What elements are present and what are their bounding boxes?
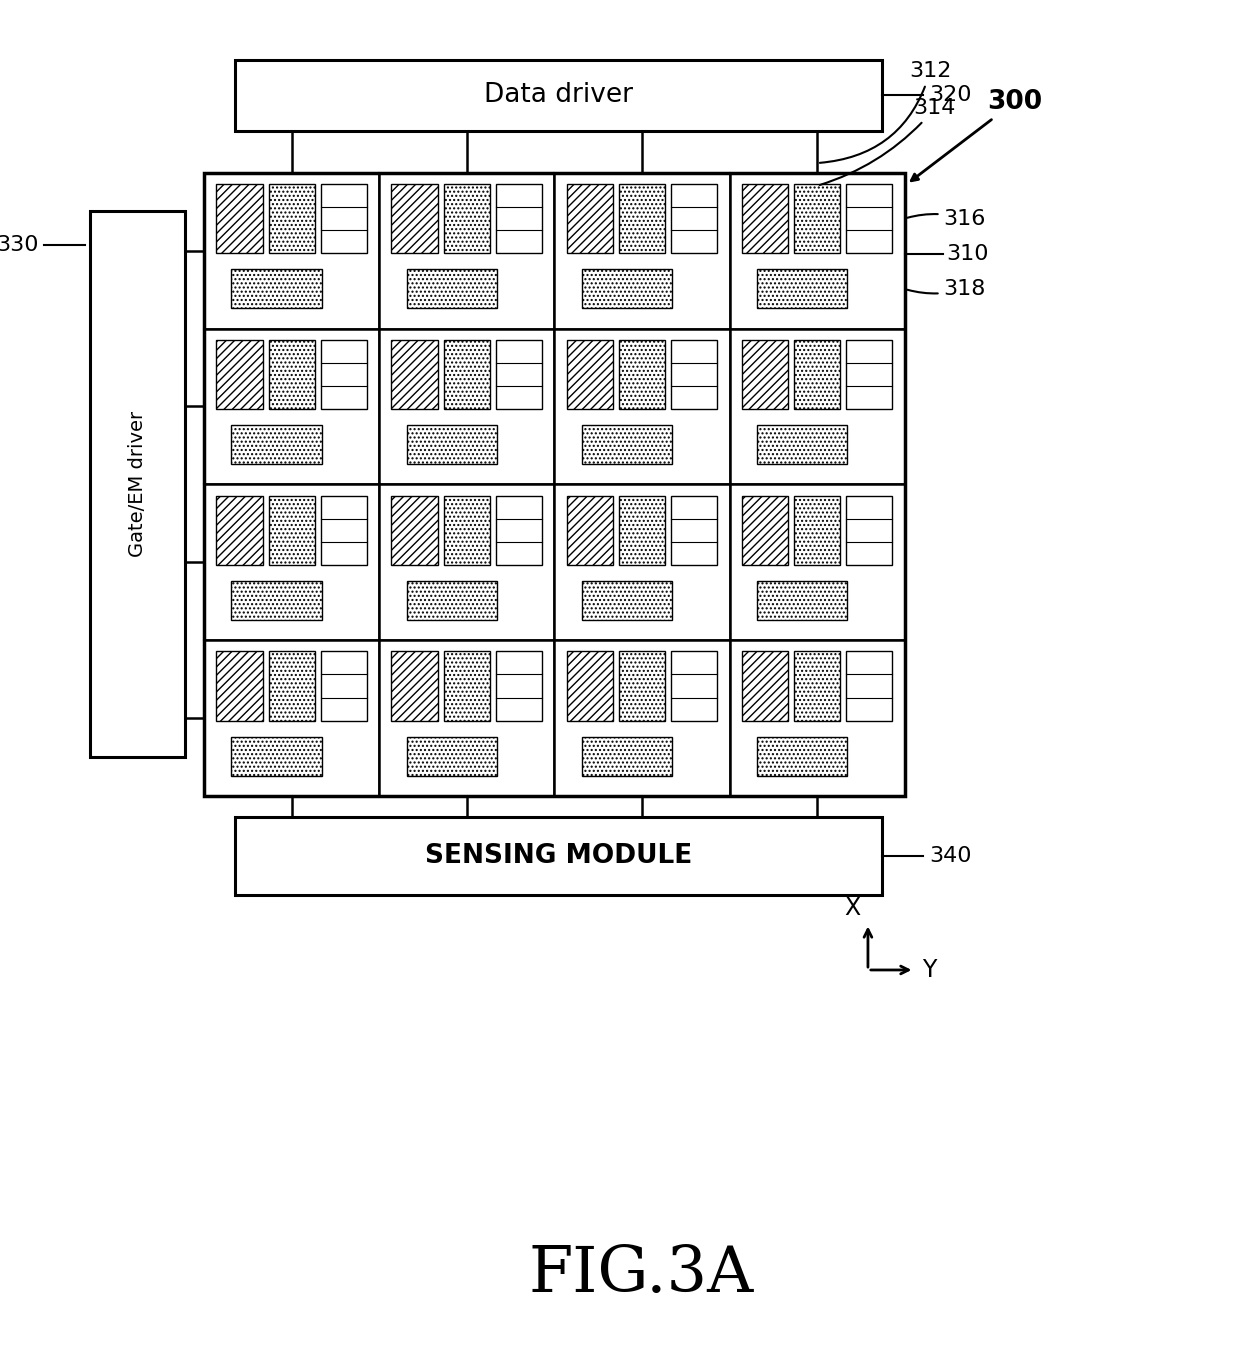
Bar <box>729 640 905 797</box>
Text: Gate/EM driver: Gate/EM driver <box>128 412 146 558</box>
Bar <box>756 581 847 621</box>
Bar <box>444 652 490 720</box>
Bar <box>392 652 438 720</box>
Bar <box>496 652 542 720</box>
Bar <box>444 184 490 254</box>
Bar <box>321 184 367 254</box>
Bar <box>756 270 847 308</box>
Text: SENSING MODULE: SENSING MODULE <box>425 843 692 869</box>
Bar <box>321 495 367 565</box>
Bar <box>379 640 554 797</box>
Bar <box>496 184 542 254</box>
Text: Data driver: Data driver <box>484 82 634 108</box>
Text: 300: 300 <box>911 89 1042 181</box>
Bar <box>794 652 841 720</box>
Bar <box>554 640 729 797</box>
Bar <box>671 652 717 720</box>
Bar <box>671 184 717 254</box>
Bar <box>729 329 905 484</box>
Bar <box>91 211 185 757</box>
Bar <box>444 495 490 565</box>
Bar <box>582 737 672 776</box>
Bar <box>567 340 613 409</box>
Bar <box>321 652 367 720</box>
Bar <box>742 495 787 565</box>
Bar <box>729 173 905 329</box>
Bar <box>379 329 554 484</box>
Bar <box>567 495 613 565</box>
Bar <box>554 173 729 329</box>
Bar <box>671 340 717 409</box>
Bar <box>236 817 883 895</box>
Bar <box>236 60 883 131</box>
Bar <box>205 329 379 484</box>
Text: 310: 310 <box>946 244 988 263</box>
Bar <box>496 495 542 565</box>
Bar <box>216 340 263 409</box>
Bar <box>582 581 672 621</box>
Text: X: X <box>844 896 861 919</box>
Bar <box>794 184 841 254</box>
Text: 340: 340 <box>929 846 971 866</box>
Text: 314: 314 <box>820 98 956 186</box>
Bar <box>554 484 729 640</box>
Bar <box>729 484 905 640</box>
Bar <box>392 340 438 409</box>
Bar <box>392 495 438 565</box>
Bar <box>756 426 847 464</box>
Bar <box>794 340 841 409</box>
Text: FIG.3A: FIG.3A <box>528 1244 754 1305</box>
Bar <box>619 184 665 254</box>
Bar <box>269 184 315 254</box>
Bar <box>496 340 542 409</box>
Bar <box>232 737 321 776</box>
Bar <box>444 340 490 409</box>
Bar <box>407 737 497 776</box>
Bar <box>742 340 787 409</box>
Text: Y: Y <box>923 958 936 982</box>
Bar <box>379 484 554 640</box>
Bar <box>582 426 672 464</box>
Bar <box>619 652 665 720</box>
Bar <box>269 652 315 720</box>
Bar <box>407 270 497 308</box>
Bar <box>216 652 263 720</box>
Bar <box>794 495 841 565</box>
Bar <box>582 270 672 308</box>
Bar <box>232 426 321 464</box>
Text: 316: 316 <box>908 209 986 229</box>
Bar <box>619 340 665 409</box>
Bar <box>205 640 379 797</box>
Bar <box>567 652 613 720</box>
Bar <box>846 652 893 720</box>
Bar <box>392 184 438 254</box>
Bar <box>379 173 554 329</box>
Bar <box>554 329 729 484</box>
Bar <box>232 581 321 621</box>
Bar <box>407 426 497 464</box>
Bar <box>846 495 893 565</box>
Bar <box>742 184 787 254</box>
Bar <box>321 340 367 409</box>
Text: 330: 330 <box>0 235 38 255</box>
Text: 318: 318 <box>908 280 986 299</box>
Bar <box>567 184 613 254</box>
Bar <box>756 737 847 776</box>
Bar <box>205 173 379 329</box>
Bar <box>216 184 263 254</box>
Bar <box>407 581 497 621</box>
Bar <box>742 652 787 720</box>
Bar <box>671 495 717 565</box>
Bar <box>216 495 263 565</box>
Text: 312: 312 <box>820 61 951 162</box>
Bar <box>269 340 315 409</box>
Bar <box>269 495 315 565</box>
Text: 320: 320 <box>929 86 971 105</box>
Bar <box>619 495 665 565</box>
Bar <box>846 184 893 254</box>
Bar <box>205 173 905 797</box>
Bar <box>205 484 379 640</box>
Bar <box>232 270 321 308</box>
Bar <box>846 340 893 409</box>
